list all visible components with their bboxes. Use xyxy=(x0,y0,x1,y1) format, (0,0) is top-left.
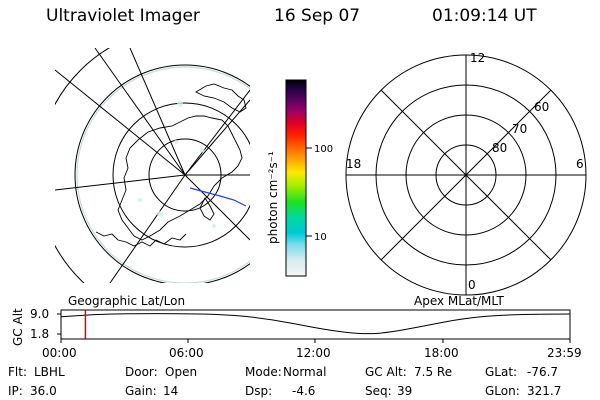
altitude-ytick: 9.0 xyxy=(30,307,49,321)
coastline xyxy=(95,83,247,247)
mlat-label-70: 70 xyxy=(512,122,527,136)
magnetic-polar-grid xyxy=(345,54,587,296)
seq-value: 39 xyxy=(397,384,412,398)
apex-label: Apex MLat/MLT xyxy=(414,294,504,308)
glat-value: -76.7 xyxy=(527,365,558,379)
meridian-line xyxy=(109,174,186,283)
meridian-line xyxy=(55,69,186,176)
earth-limb xyxy=(76,66,250,283)
filter-value: LBHL xyxy=(34,365,65,379)
altitude-axis-label: GC Alt xyxy=(11,308,25,346)
mlt-label-0: 0 xyxy=(468,278,476,292)
time-tick: 00:00 xyxy=(42,346,77,360)
gain-label: Gain: xyxy=(125,384,157,398)
glon-label: GLon: xyxy=(485,384,520,398)
color-bar xyxy=(285,79,312,277)
ip-label: IP: xyxy=(8,384,23,398)
altitude-curve xyxy=(60,313,571,335)
meridian-line xyxy=(94,48,186,176)
geographic-label: Geographic Lat/Lon xyxy=(68,294,185,308)
observation-time: 01:09:14 UT xyxy=(432,6,537,26)
ip-value: 36.0 xyxy=(30,384,57,398)
colorbar-tick-label: 10 xyxy=(314,232,327,243)
time-tick: 23:59 xyxy=(547,346,582,360)
lat-circle xyxy=(74,64,250,283)
filter-label: Flt: xyxy=(8,365,27,379)
meridian-line xyxy=(129,48,186,176)
altitude-ytick: 1.8 xyxy=(30,327,49,341)
status-footer: Flt: LBHL IP: 36.0 Door: Open Gain: 14 M… xyxy=(8,365,561,398)
app-title: Ultraviolet Imager xyxy=(46,6,200,26)
mlt-label-12: 12 xyxy=(470,51,485,65)
time-tick: 18:00 xyxy=(424,346,459,360)
meridian-line xyxy=(55,174,186,191)
meridian-line xyxy=(184,89,250,176)
colorbar-tick-label: 100 xyxy=(314,144,333,155)
geographic-map xyxy=(0,0,371,361)
meridian-line xyxy=(184,99,250,176)
time-tick: 06:00 xyxy=(169,346,204,360)
lat-circle xyxy=(112,102,250,248)
observation-date: 16 Sep 07 xyxy=(274,6,361,26)
door-value: Open xyxy=(165,365,197,379)
gain-value: 14 xyxy=(163,384,178,398)
altitude-plot xyxy=(57,309,571,343)
meridian-line xyxy=(184,174,250,241)
glon-value: 321.7 xyxy=(527,384,561,398)
mode-label: Mode: xyxy=(245,365,282,379)
gcalt-label: GC Alt: xyxy=(365,365,407,379)
glat-label: GLat: xyxy=(485,365,517,379)
terminator-line xyxy=(189,187,247,207)
mode-value: Normal xyxy=(283,365,326,379)
dsp-value: -4.6 xyxy=(292,384,315,398)
time-tick: 12:00 xyxy=(296,346,331,360)
colorbar-unit-label: photon cm⁻²s⁻¹ xyxy=(266,151,280,244)
mlt-label-6: 6 xyxy=(576,157,584,171)
seq-label: Seq: xyxy=(365,384,392,398)
mlat-label-80: 80 xyxy=(492,141,507,155)
lat-circle xyxy=(0,0,371,361)
dsp-label: Dsp: xyxy=(245,384,272,398)
gcalt-value: 7.5 Re xyxy=(414,365,452,379)
door-label: Door: xyxy=(125,365,158,379)
mlt-label-18: 18 xyxy=(346,157,361,171)
altitude-plot-frame xyxy=(60,309,571,340)
mlat-label-60: 60 xyxy=(534,100,549,114)
